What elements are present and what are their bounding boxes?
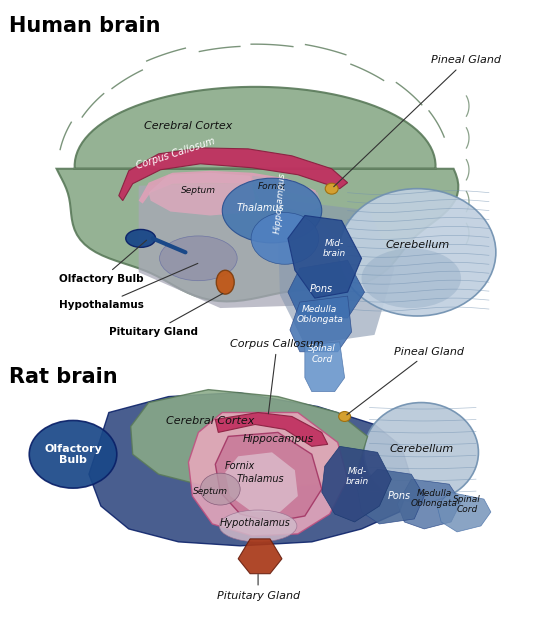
Text: Spinal
Cord: Spinal Cord [453,495,481,514]
Text: Spinal
Cord: Spinal Cord [308,344,336,364]
Polygon shape [437,492,491,532]
Text: Medulla
Oblongata: Medulla Oblongata [411,488,458,508]
Text: Fornix: Fornix [225,461,256,471]
Ellipse shape [219,510,297,542]
Polygon shape [358,469,424,524]
Text: Septum: Septum [181,186,216,195]
Polygon shape [149,173,255,216]
Polygon shape [252,176,322,212]
Text: Pineal Gland: Pineal Gland [347,347,465,415]
Ellipse shape [126,230,156,247]
Ellipse shape [251,212,319,265]
Ellipse shape [222,178,322,243]
Polygon shape [238,539,282,574]
Polygon shape [322,446,391,522]
Text: Septum: Septum [193,487,228,496]
Polygon shape [57,87,458,301]
Text: Cerebellum: Cerebellum [385,240,449,251]
Text: Cerebellum: Cerebellum [389,445,453,454]
Text: Cerebral Cortex: Cerebral Cortex [144,121,233,131]
Text: Olfactory Bulb: Olfactory Bulb [59,240,146,284]
Polygon shape [119,148,348,200]
Ellipse shape [216,270,234,294]
Text: Mid-
brain: Mid- brain [346,467,369,486]
Ellipse shape [339,189,496,316]
Ellipse shape [364,403,478,502]
Text: Thalamus: Thalamus [236,202,284,212]
Text: Cerebral Cortex: Cerebral Cortex [166,417,254,427]
Ellipse shape [325,183,338,194]
Ellipse shape [159,236,237,280]
Text: Medulla
Oblongata: Medulla Oblongata [296,305,343,324]
Ellipse shape [361,248,461,308]
Text: Human brain: Human brain [9,15,161,36]
Polygon shape [89,392,411,546]
Polygon shape [225,452,298,512]
Polygon shape [290,296,352,352]
Polygon shape [139,170,316,204]
Text: Corpus Callosum: Corpus Callosum [230,339,324,414]
Ellipse shape [29,420,117,488]
Text: Corpus Callosum: Corpus Callosum [135,136,216,170]
Polygon shape [130,390,367,489]
Text: Olfactory
Bulb: Olfactory Bulb [44,443,102,465]
Polygon shape [278,200,394,345]
Text: Rat brain: Rat brain [9,367,118,387]
Text: Pons: Pons [310,284,333,294]
Text: Hippocampus: Hippocampus [242,434,313,445]
Text: Pineal Gland: Pineal Gland [334,55,501,187]
Text: Mid-
brain: Mid- brain [323,239,346,258]
Text: Thalamus: Thalamus [236,474,284,484]
Polygon shape [288,260,365,318]
Polygon shape [288,216,361,298]
Text: Fornix: Fornix [258,182,286,191]
Text: Hippocampus: Hippocampus [273,172,287,235]
Text: Hypothalamus: Hypothalamus [59,263,198,310]
Text: Pituitary Gland: Pituitary Gland [217,574,300,600]
Text: Pons: Pons [388,491,411,501]
Polygon shape [215,432,322,522]
Text: Pituitary Gland: Pituitary Gland [109,293,223,337]
Text: Hypothalamus: Hypothalamus [219,518,290,528]
Ellipse shape [200,473,240,505]
Ellipse shape [339,411,351,422]
Polygon shape [305,342,345,392]
Polygon shape [215,413,328,446]
Polygon shape [139,183,340,308]
Polygon shape [188,413,348,536]
Polygon shape [397,479,461,529]
